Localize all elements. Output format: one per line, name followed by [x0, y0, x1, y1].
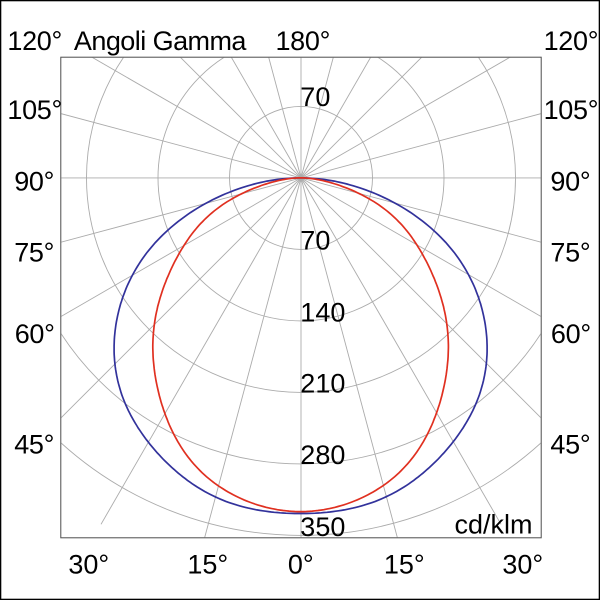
svg-text:0°: 0°	[288, 549, 314, 579]
svg-text:280: 280	[300, 440, 345, 470]
svg-text:70: 70	[300, 226, 330, 256]
svg-text:45°: 45°	[14, 430, 54, 460]
svg-text:90°: 90°	[14, 166, 54, 196]
svg-text:180°: 180°	[275, 26, 330, 56]
svg-text:90°: 90°	[550, 166, 590, 196]
svg-text:15°: 15°	[187, 549, 228, 579]
svg-text:30°: 30°	[68, 549, 109, 579]
svg-text:60°: 60°	[551, 319, 591, 349]
svg-text:140: 140	[300, 297, 345, 327]
svg-text:75°: 75°	[550, 238, 590, 268]
svg-text:15°: 15°	[384, 549, 425, 579]
svg-text:105°: 105°	[544, 95, 599, 125]
svg-text:75°: 75°	[14, 238, 54, 268]
svg-text:350: 350	[300, 512, 345, 542]
svg-text:Angoli Gamma: Angoli Gamma	[74, 26, 248, 56]
svg-text:30°: 30°	[502, 549, 543, 579]
svg-text:210: 210	[300, 369, 345, 399]
svg-text:105°: 105°	[7, 95, 62, 125]
svg-text:45°: 45°	[550, 430, 590, 460]
svg-text:70: 70	[300, 82, 330, 112]
svg-text:120°: 120°	[7, 26, 62, 56]
svg-text:60°: 60°	[15, 319, 55, 349]
svg-text:120°: 120°	[544, 26, 599, 56]
svg-text:cd/klm: cd/klm	[454, 510, 532, 540]
